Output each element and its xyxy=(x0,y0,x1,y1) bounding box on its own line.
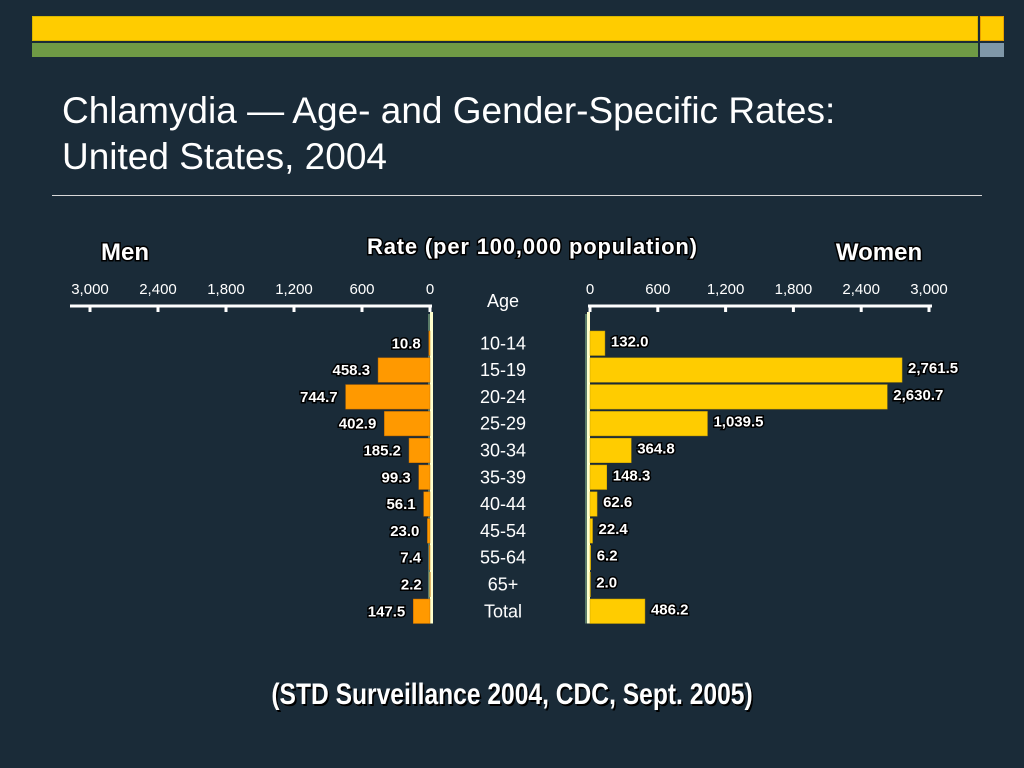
men-tick-label: 600 xyxy=(349,281,374,298)
women-bar xyxy=(589,384,888,410)
age-category-label: 20-24 xyxy=(480,387,526,407)
men-bar xyxy=(428,545,431,571)
women-bar xyxy=(589,518,593,544)
age-category-label: 35-39 xyxy=(480,467,526,487)
men-tick-label: 1,200 xyxy=(275,281,313,298)
men-bar xyxy=(408,437,431,463)
men-label: Men xyxy=(101,239,149,266)
title-divider xyxy=(52,195,982,196)
women-bar xyxy=(589,437,632,463)
age-category-label: 55-64 xyxy=(480,548,526,568)
women-data-label: 1,039.5 xyxy=(713,414,763,431)
men-bar xyxy=(423,491,431,517)
men-data-label: 56.1 xyxy=(386,496,415,513)
women-data-label: 2.0 xyxy=(596,574,617,591)
age-category-label: 25-29 xyxy=(480,414,526,434)
women-bar xyxy=(589,464,608,490)
men-data-label: 744.7 xyxy=(300,389,338,406)
women-data-label: 2,630.7 xyxy=(893,387,943,404)
age-category-label: 30-34 xyxy=(480,440,526,460)
header-green-bar xyxy=(32,43,978,57)
women-baseline xyxy=(587,312,590,624)
men-baseline xyxy=(430,312,433,624)
women-data-label: 62.6 xyxy=(603,494,632,511)
men-tick-label: 2,400 xyxy=(139,281,177,298)
women-bar xyxy=(589,545,591,571)
women-bar xyxy=(589,357,903,383)
women-data-label: 6.2 xyxy=(597,548,618,565)
age-header: Age xyxy=(487,291,519,311)
men-bar xyxy=(429,571,431,597)
women-tick-label: 0 xyxy=(586,281,594,298)
pyramid-chart: Rate (per 100,000 population) Men Women Age… xyxy=(70,233,960,624)
women-bar xyxy=(589,571,591,597)
women-bar xyxy=(589,330,606,356)
women-data-label: 132.0 xyxy=(611,333,649,350)
women-data-label: 486.2 xyxy=(651,601,689,618)
women-bar xyxy=(589,411,708,437)
header-gray-square xyxy=(980,43,1004,57)
age-category-label: Total xyxy=(484,601,522,621)
men-bar xyxy=(428,330,431,356)
men-data-label: 2.2 xyxy=(401,576,422,593)
women-tick-label: 2,400 xyxy=(842,281,880,298)
age-category-label: 45-54 xyxy=(480,521,526,541)
age-category-label: 65+ xyxy=(488,574,519,594)
chart-title: Rate (per 100,000 population) xyxy=(367,234,697,259)
men-data-label: 185.2 xyxy=(363,442,401,459)
header-accent-square xyxy=(980,16,1004,41)
women-tick-label: 1,200 xyxy=(707,281,745,298)
age-category-label: 15-19 xyxy=(480,360,526,380)
women-data-label: 2,761.5 xyxy=(908,360,958,377)
slide-title: Chlamydia — Age- and Gender-Specific Rat… xyxy=(62,90,836,177)
men-data-label: 147.5 xyxy=(368,603,406,620)
header-accent-bar xyxy=(32,16,978,41)
women-tick-label: 600 xyxy=(645,281,670,298)
women-label: Women xyxy=(836,239,922,266)
men-data-label: 402.9 xyxy=(339,416,377,433)
men-bar xyxy=(384,411,431,437)
men-bar xyxy=(427,518,431,544)
women-tick-label: 1,800 xyxy=(775,281,813,298)
men-bar xyxy=(418,464,431,490)
men-bar xyxy=(413,598,431,624)
men-tick-label: 3,000 xyxy=(71,281,109,298)
women-data-label: 148.3 xyxy=(613,467,651,484)
men-data-label: 7.4 xyxy=(400,550,422,567)
men-bar xyxy=(377,357,431,383)
women-data-label: 364.8 xyxy=(637,440,675,457)
source-citation: (STD Surveillance 2004, CDC, Sept. 2005) xyxy=(271,678,753,711)
women-bar xyxy=(589,491,598,517)
women-tick-label: 3,000 xyxy=(910,281,948,298)
women-data-label: 22.4 xyxy=(599,521,629,538)
men-data-label: 458.3 xyxy=(333,362,371,379)
women-bar xyxy=(589,598,646,624)
age-category-label: 10-14 xyxy=(480,333,526,353)
men-data-label: 10.8 xyxy=(392,335,421,352)
age-category-label: 40-44 xyxy=(480,494,526,514)
men-bar xyxy=(345,384,431,410)
men-tick-label: 1,800 xyxy=(207,281,245,298)
men-tick-label: 0 xyxy=(426,281,434,298)
men-data-label: 99.3 xyxy=(382,469,411,486)
men-data-label: 23.0 xyxy=(390,523,419,540)
